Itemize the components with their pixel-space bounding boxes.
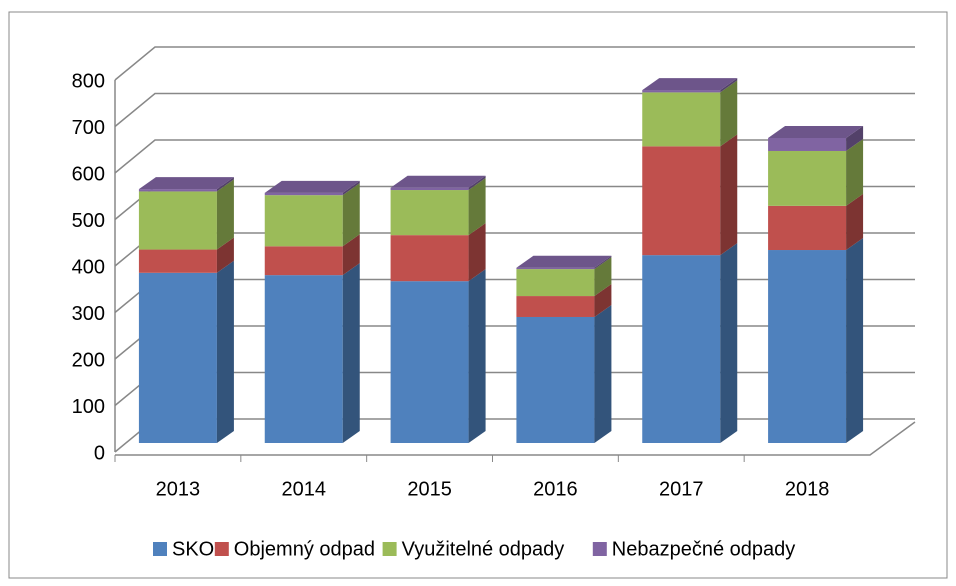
bar-side xyxy=(216,179,234,250)
bar-side xyxy=(594,255,612,270)
bar xyxy=(768,150,847,206)
bar xyxy=(642,90,721,93)
bar xyxy=(138,272,217,443)
bar-side xyxy=(594,257,612,297)
bar xyxy=(642,255,721,443)
bar-top xyxy=(642,78,738,91)
legend-label: Nebazpečné odpady xyxy=(612,538,795,560)
bar xyxy=(768,250,847,443)
bar xyxy=(516,296,595,317)
bar xyxy=(264,195,343,247)
bar-top xyxy=(516,255,612,268)
y-tick-label: 100 xyxy=(72,396,105,418)
bar xyxy=(138,249,217,273)
bar-side xyxy=(846,238,864,443)
legend-swatch xyxy=(382,542,397,556)
bar-side xyxy=(468,178,486,236)
y-tick-label: 500 xyxy=(72,210,105,232)
bar-side xyxy=(846,125,864,151)
bar-side xyxy=(468,175,486,191)
x-tick-label: 2015 xyxy=(407,478,452,500)
bar xyxy=(390,187,469,191)
bar xyxy=(390,281,469,443)
bar-side xyxy=(468,223,486,282)
legend-label: SKO xyxy=(172,538,214,560)
bar-side xyxy=(594,304,612,443)
bar-top xyxy=(768,125,864,138)
y-tick-label: 700 xyxy=(72,117,105,139)
bar xyxy=(768,205,847,251)
bar-top xyxy=(264,180,360,193)
legend-label: Objemný odpad xyxy=(234,538,375,560)
legend-swatch xyxy=(214,542,229,556)
bar-side xyxy=(720,243,738,443)
x-tick-label: 2014 xyxy=(282,478,327,500)
y-tick-label: 0 xyxy=(94,442,105,464)
bar xyxy=(138,191,217,250)
y-tick-label: 200 xyxy=(72,349,105,371)
x-tick-label: 2018 xyxy=(785,478,830,500)
bar xyxy=(642,92,721,147)
bar-side xyxy=(846,193,864,251)
bar-side xyxy=(342,234,360,276)
bar-top xyxy=(390,175,486,188)
y-tick-label: 800 xyxy=(72,70,105,92)
bar-top xyxy=(138,177,234,190)
bar-side xyxy=(342,263,360,443)
y-tick-label: 400 xyxy=(72,256,105,278)
bar-side xyxy=(216,177,234,192)
legend-swatch xyxy=(153,542,167,556)
bar xyxy=(642,146,721,256)
bar-side xyxy=(720,80,738,147)
bar xyxy=(264,275,343,443)
bar xyxy=(768,137,847,151)
bar xyxy=(390,235,469,282)
x-tick-label: 2016 xyxy=(533,478,578,500)
y-tick-label: 300 xyxy=(72,303,105,325)
bar-side xyxy=(846,138,864,206)
bar-side xyxy=(468,269,486,443)
bar xyxy=(390,190,469,236)
bar xyxy=(516,316,595,443)
legend-swatch xyxy=(592,542,607,556)
x-tick-label: 2013 xyxy=(156,478,201,500)
legend-label: Využitelné odpady xyxy=(402,538,565,560)
bar-side xyxy=(216,260,234,443)
bar-side xyxy=(594,284,612,317)
bar xyxy=(264,246,343,276)
bar-side xyxy=(720,134,738,256)
x-tick-label: 2017 xyxy=(659,478,704,500)
bar xyxy=(138,189,217,192)
bar xyxy=(516,267,595,270)
bar xyxy=(516,269,595,297)
bar-side xyxy=(720,78,738,93)
grid-line xyxy=(114,46,915,81)
bar-side xyxy=(342,180,360,196)
y-tick-label: 600 xyxy=(72,163,105,185)
bar-side xyxy=(342,183,360,247)
bar-side xyxy=(216,237,234,273)
bar xyxy=(264,192,343,196)
